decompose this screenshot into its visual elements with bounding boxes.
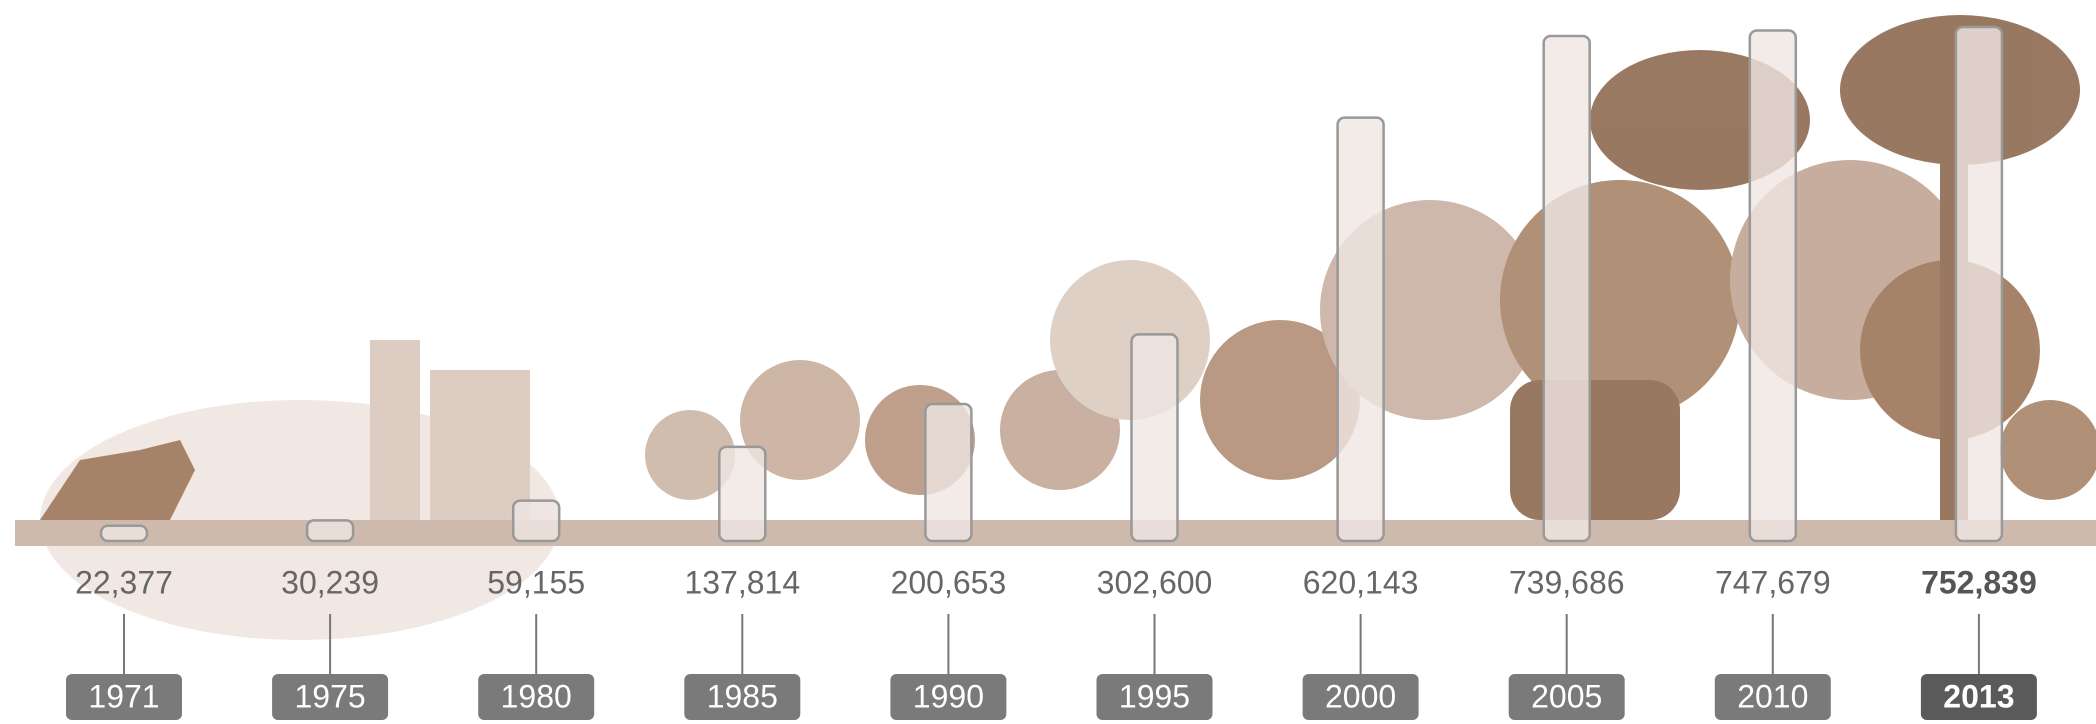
bar: [1544, 36, 1590, 541]
year-label: 2010: [1737, 678, 1808, 714]
value-label: 739,686: [1509, 564, 1625, 600]
value-label: 302,600: [1097, 564, 1213, 600]
value-label: 747,679: [1715, 564, 1831, 600]
bar: [1338, 118, 1384, 541]
tree: [2000, 400, 2096, 500]
value-label: 620,143: [1303, 564, 1419, 600]
bar: [1956, 27, 2002, 541]
value-label: 137,814: [684, 564, 800, 600]
year-label: 2000: [1325, 678, 1396, 714]
tower: [370, 340, 420, 520]
bar: [513, 501, 559, 541]
value-label: 22,377: [75, 564, 173, 600]
value-label: 30,239: [281, 564, 379, 600]
bar: [925, 404, 971, 541]
chart: 22,377 1971 30,239 1975 59,155 1980 137,814 198…: [0, 0, 2096, 724]
tree: [1050, 260, 1210, 420]
bar: [1132, 334, 1178, 541]
year-label: 2013: [1943, 678, 2014, 714]
year-label: 1985: [707, 678, 778, 714]
building: [430, 370, 530, 520]
bar: [719, 447, 765, 541]
year-label: 1971: [88, 678, 159, 714]
value-label: 752,839: [1921, 564, 2037, 600]
tractor: [1510, 380, 1680, 520]
bar: [1750, 31, 1796, 541]
year-label: 1980: [501, 678, 572, 714]
value-label: 200,653: [891, 564, 1007, 600]
bar: [101, 526, 147, 541]
year-label: 2005: [1531, 678, 1602, 714]
year-label: 1990: [913, 678, 984, 714]
value-label: 59,155: [487, 564, 585, 600]
year-label: 1975: [295, 678, 366, 714]
bar: [307, 520, 353, 541]
year-label: 1995: [1119, 678, 1190, 714]
